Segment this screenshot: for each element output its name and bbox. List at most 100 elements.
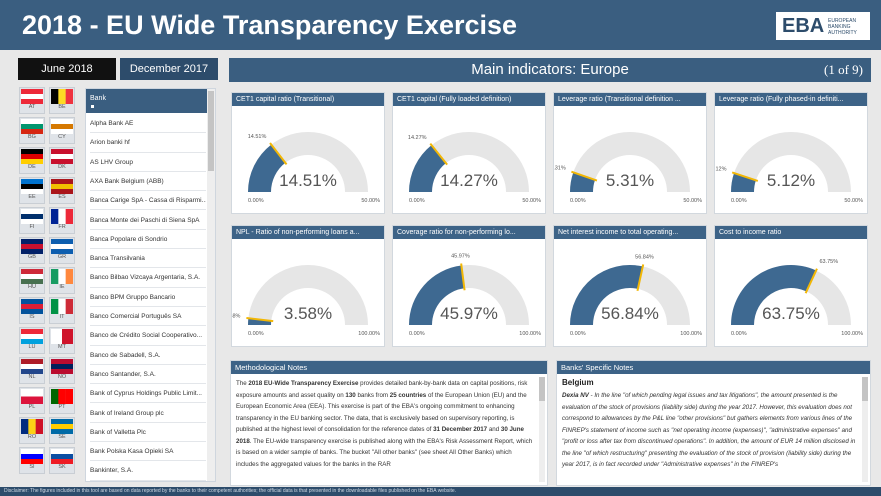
flag-stripe <box>58 209 66 224</box>
list-header-text: Bank <box>90 95 106 102</box>
country-flag[interactable]: HU <box>19 267 45 294</box>
flag-stripe <box>65 209 73 224</box>
country-flag[interactable]: GB <box>19 237 45 264</box>
logo-text: EBA <box>782 15 825 37</box>
country-flag[interactable]: SE <box>49 417 75 444</box>
target-marker <box>731 171 759 182</box>
country-flag[interactable]: NL <box>19 357 45 384</box>
country-flag[interactable]: EE <box>19 177 45 204</box>
flag-stripe <box>65 89 73 104</box>
gauge-value: 14.27% <box>440 171 498 190</box>
target-marker <box>429 142 448 166</box>
country-flag[interactable]: SK <box>49 447 75 474</box>
bank-item[interactable]: Alpha Bank AE <box>90 114 206 134</box>
country-flag[interactable]: RO <box>19 417 45 444</box>
flag-stripe <box>58 389 66 404</box>
country-flag[interactable]: AT <box>19 87 45 114</box>
flag-stripe <box>51 249 73 254</box>
gauge-fill <box>731 265 817 325</box>
gauge-min: 0.00% <box>248 331 264 337</box>
bank-item[interactable]: Bank of Cyprus Holdings Public Limit... <box>90 384 206 404</box>
bank-item[interactable]: Banco Comercial Português SA <box>90 307 206 327</box>
flag-stripe <box>21 154 43 160</box>
flag-image <box>21 149 43 164</box>
bank-item[interactable]: Arion banki hf <box>90 133 206 153</box>
gauge-card: CET1 capital (Fully loaded definition) 14… <box>392 92 546 214</box>
bank-item[interactable]: Banca Transilvania <box>90 249 206 269</box>
bold-text: 130 <box>345 391 356 399</box>
flag-stripe <box>51 129 73 134</box>
bold-text: 25 countries <box>389 391 427 399</box>
country-flag[interactable]: DK <box>49 147 75 174</box>
flag-image <box>51 119 73 134</box>
flag-stripe <box>51 189 73 194</box>
bank-item[interactable]: Banco BPM Gruppo Bancario <box>90 288 206 307</box>
bank-item[interactable]: Banco Santander, S.A. <box>90 365 206 385</box>
gauge-min: 0.00% <box>409 198 425 204</box>
country-flag[interactable]: MT <box>49 327 75 354</box>
flag-stripe <box>21 396 43 404</box>
bank-item[interactable]: Bank Polska Kasa Opieki SA <box>90 442 206 462</box>
gauge-value: 14.51% <box>279 171 337 190</box>
country-flag[interactable]: CY <box>49 117 75 144</box>
country-code: IS <box>29 314 35 320</box>
bank-item[interactable]: Banca Popolare di Sondrio <box>90 230 206 250</box>
country-flag[interactable]: PL <box>19 387 45 414</box>
country-flag[interactable]: BG <box>19 117 45 144</box>
tab[interactable]: June 2018 <box>18 58 116 80</box>
country-flag[interactable]: DE <box>19 147 45 174</box>
country-flag[interactable]: FI <box>19 207 45 234</box>
country-flag[interactable]: ES <box>49 177 75 204</box>
country-code: CY <box>58 134 66 140</box>
bank-item[interactable]: Banco Bilbao Vizcaya Argentaria, S.A. <box>90 268 206 288</box>
country-flag[interactable]: LU <box>19 327 45 354</box>
scroll-thumb[interactable] <box>862 377 868 401</box>
bank-item[interactable]: Banca Carige SpA - Cassa di Risparmi... <box>90 191 206 211</box>
flag-image <box>51 449 73 464</box>
gauge-value: 3.58% <box>284 304 332 323</box>
scrollbar <box>539 377 545 482</box>
bank-item[interactable]: AXA Bank Belgium (ABB) <box>90 172 206 192</box>
target-marker <box>804 268 818 294</box>
flag-image <box>21 299 43 314</box>
flag-stripe <box>51 239 73 245</box>
flag-stripe <box>51 359 73 365</box>
country-flag[interactable]: FR <box>49 207 75 234</box>
gauge-max: 100.00% <box>519 331 541 337</box>
bank-item[interactable]: Banco de Sabadell, S.A. <box>90 346 206 365</box>
notes-text: The 2018 EU-Wide Transparency Exercise p… <box>236 378 533 470</box>
gauge-title: Coverage ratio for non-performing lo... <box>393 226 545 239</box>
flag-stripe <box>51 154 73 160</box>
bank-item[interactable]: Bankinter, S.A. <box>90 461 206 481</box>
scroll-thumb[interactable] <box>208 91 214 171</box>
scrollbar <box>862 377 868 482</box>
scroll-thumb[interactable] <box>539 377 545 401</box>
country-code: SE <box>58 434 66 440</box>
target-label: 14.27% <box>408 135 427 141</box>
bold-text: 30 June 2018 <box>236 426 524 445</box>
gauge-track <box>409 131 529 192</box>
country-flag[interactable]: SI <box>19 447 45 474</box>
bank-item[interactable]: Bank of Valletta Plc <box>90 423 206 443</box>
gauge-value: 5.31% <box>606 171 654 190</box>
gauge-card: NPL - Ratio of non-performing loans a...… <box>231 225 385 347</box>
flag-stripe <box>21 334 43 340</box>
country-flag[interactable]: IT <box>49 297 75 324</box>
country-flag[interactable]: PT <box>49 387 75 414</box>
bank-item[interactable]: AS LHV Group <box>90 153 206 172</box>
country-flag[interactable]: GR <box>49 237 75 264</box>
gauge-card: Leverage ratio (Transitional definition … <box>553 92 707 214</box>
country-flag[interactable]: NO <box>49 357 75 384</box>
main-title: Main indicators: Europe <box>471 61 629 78</box>
list-icon <box>91 105 94 108</box>
bank-item[interactable]: Bank of Ireland Group plc <box>90 404 206 423</box>
flag-stripe <box>51 364 73 370</box>
country-flag[interactable]: BE <box>49 87 75 114</box>
flag-stripe <box>21 359 43 365</box>
bank-item[interactable]: Banco de Crédito Social Cooperativo... <box>90 326 206 346</box>
tab[interactable]: December 2017 <box>120 58 218 80</box>
bank-item[interactable]: Banca Monte dei Paschi di Siena SpA <box>90 211 206 230</box>
target-marker <box>246 317 274 323</box>
country-flag[interactable]: IE <box>49 267 75 294</box>
country-flag[interactable]: IS <box>19 297 45 324</box>
